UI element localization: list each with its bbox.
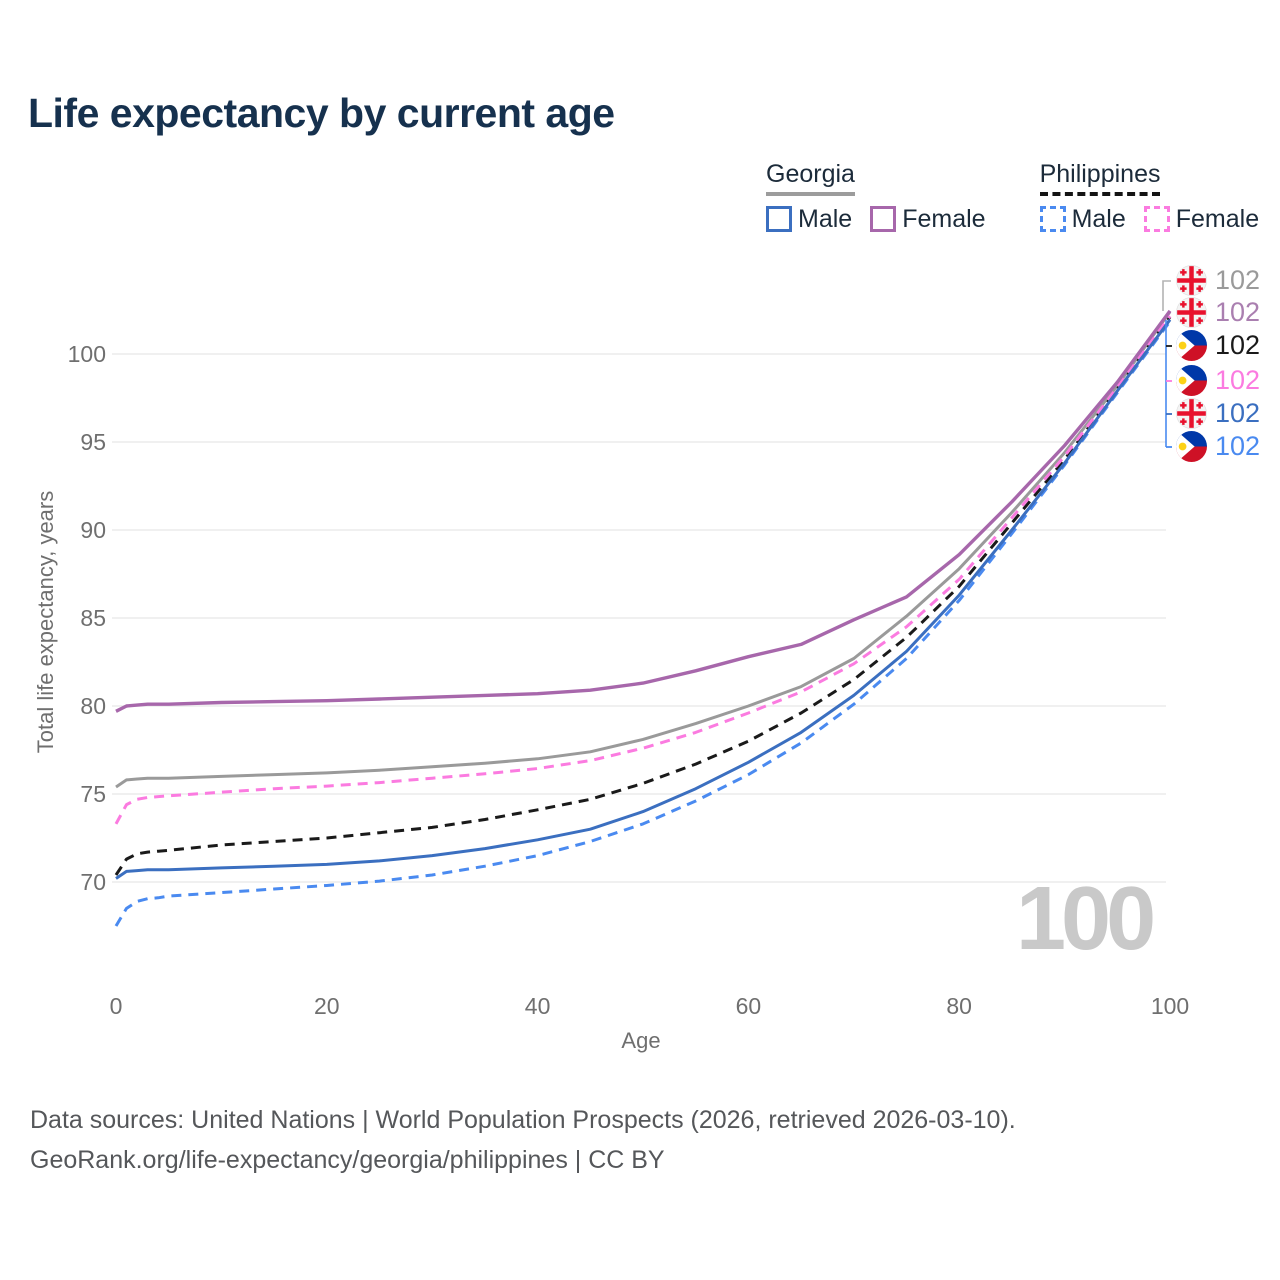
y-tick-label-100: 100 <box>67 341 106 367</box>
philippines-female-swatch-icon <box>1143 206 1170 233</box>
philippines-flag-icon <box>1176 431 1207 462</box>
x-tick-label-40: 40 <box>524 993 551 1019</box>
y-tick-label-95: 95 <box>80 429 106 455</box>
series-line-georgia_male[interactable] <box>115 318 1172 880</box>
legend-group-georgia: Georgia Male Female <box>766 160 1004 234</box>
y-tick-label-85: 85 <box>80 605 106 631</box>
x-tick-label-20: 20 <box>314 993 340 1019</box>
series-line-philippines_male[interactable] <box>114 320 1172 927</box>
x-tick-label-60: 60 <box>735 993 762 1019</box>
y-axis-title: Total life expectancy, years <box>33 490 58 754</box>
philippines-flag-icon <box>1176 330 1207 361</box>
philippines-flag-icon <box>1176 365 1207 396</box>
georgia-flag-icon <box>1176 398 1207 429</box>
y-tick-label-75: 75 <box>80 781 106 807</box>
end-label-philippines_female: 102 <box>1176 365 1260 396</box>
georgia-flag-icon <box>1176 265 1207 296</box>
x-tick-label-80: 80 <box>946 993 972 1019</box>
georgia-female-swatch-icon <box>870 206 897 233</box>
page-title: Life expectancy by current age <box>28 90 615 136</box>
series-line-philippines_female[interactable] <box>114 315 1172 825</box>
series-line-georgia_total[interactable] <box>115 310 1172 789</box>
end-value: 102 <box>1215 297 1261 327</box>
end-label-georgia_male: 102 <box>1176 398 1260 429</box>
legend-group-philippines: Philippines Male Female <box>1039 160 1278 234</box>
legend-items-philippines: Male Female <box>1039 204 1278 234</box>
legend-label: Male <box>1071 204 1126 233</box>
legend-items-georgia: Male Female <box>766 205 1004 234</box>
end-value: 102 <box>1215 365 1261 395</box>
age-watermark: 100 <box>1016 869 1156 969</box>
legend: Georgia Male Female Philippines Male <box>766 160 1277 234</box>
y-tick-label-80: 80 <box>80 693 106 719</box>
legend-item-philippines-female[interactable]: Female <box>1143 204 1260 234</box>
legend-country-philippines: Philippines <box>1039 160 1161 196</box>
georgia-male-swatch-icon <box>766 206 792 233</box>
legend-item-georgia-female[interactable]: Female <box>870 204 986 234</box>
end-value: 102 <box>1215 398 1261 428</box>
legend-country-georgia: Georgia <box>766 160 855 196</box>
philippines-male-swatch-icon <box>1039 206 1066 233</box>
end-value: 102 <box>1215 265 1261 295</box>
end-label-philippines_total: 102 <box>1176 330 1260 361</box>
y-tick-label-90: 90 <box>80 517 106 543</box>
y-tick-label-70: 70 <box>80 869 106 895</box>
legend-label: Female <box>902 204 986 233</box>
legend-item-georgia-male[interactable]: Male <box>766 205 852 234</box>
legend-item-philippines-male[interactable]: Male <box>1039 204 1126 234</box>
end-value: 102 <box>1215 330 1261 360</box>
end-label-georgia_female: 102 <box>1176 297 1260 328</box>
x-axis-title: Age <box>621 1028 661 1053</box>
leader-georgia-lines <box>1162 280 1171 311</box>
end-value: 102 <box>1215 431 1261 461</box>
series-line-georgia_female[interactable] <box>115 309 1172 713</box>
legend-label: Female <box>1175 204 1260 233</box>
legend-label: Male <box>798 204 853 233</box>
end-label-philippines_male: 102 <box>1176 431 1260 462</box>
x-tick-label-0: 0 <box>109 993 123 1019</box>
georgia-flag-icon <box>1176 297 1207 328</box>
footer-attribution: GeoRank.org/life-expectancy/georgia/phil… <box>30 1146 665 1174</box>
end-label-georgia_total: 102 <box>1176 265 1260 296</box>
footer-sources: Data sources: United Nations | World Pop… <box>30 1106 1016 1134</box>
series-line-philippines_total[interactable] <box>114 316 1172 876</box>
x-tick-label-100: 100 <box>1150 993 1190 1019</box>
